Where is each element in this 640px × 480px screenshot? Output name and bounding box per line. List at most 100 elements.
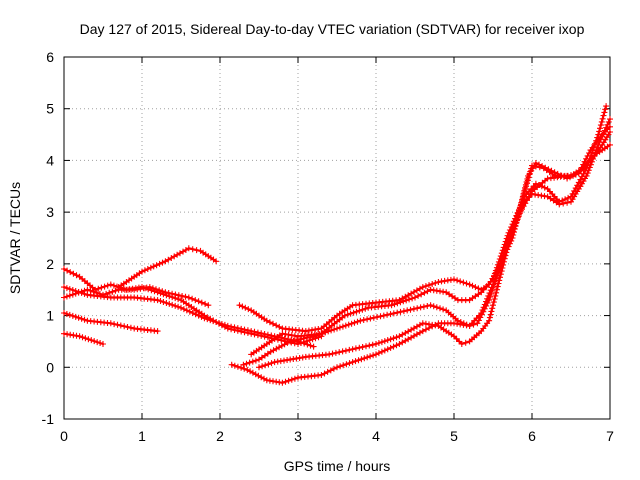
data-point [307,342,314,349]
data-point [384,337,391,344]
data-point [259,363,266,370]
data-point [73,332,80,339]
data-point [84,286,91,293]
data-point [422,283,429,290]
data-point [400,308,407,315]
data-point [258,374,265,381]
data-point [329,350,336,357]
data-point [100,341,106,347]
data-point [601,109,608,116]
data-point [258,330,265,337]
data-point [288,376,295,383]
data-point [492,292,499,299]
data-point [427,302,434,309]
data-point [541,184,548,191]
data-point [234,325,241,332]
data-point [334,364,340,371]
data-point [111,321,118,328]
series-line [117,247,218,289]
data-point [454,277,461,284]
data-point [521,189,528,196]
data-point [367,353,374,360]
series-track-c [61,284,212,309]
data-point [508,224,515,231]
data-point [75,289,82,296]
data-point [504,232,511,239]
data-point [213,319,220,325]
data-point [419,328,426,335]
data-point [355,357,362,364]
data-point [61,266,67,272]
data-point [193,247,200,254]
data-point [562,196,569,203]
data-point [430,303,437,310]
data-point [268,360,275,367]
data-point [207,317,214,324]
data-point [117,322,124,329]
data-point [261,331,268,337]
data-point [519,198,525,205]
data-point [560,200,567,207]
data-point [238,364,245,371]
data-point [607,116,613,123]
data-point [483,302,490,309]
data-point [216,320,222,326]
data-point [510,232,517,238]
data-point [339,323,346,330]
data-point [422,320,429,327]
data-point [494,261,501,268]
data-point [231,324,238,331]
data-point [81,287,88,294]
data-point [299,354,306,361]
data-point [238,325,245,332]
data-point [523,183,530,190]
data-point [153,286,159,293]
data-point [489,288,495,294]
data-point [327,367,334,374]
data-point [418,291,425,298]
data-point [466,322,473,329]
data-point [318,372,325,378]
data-point [224,322,231,329]
data-point [415,292,422,299]
data-point [597,122,604,129]
data-point [387,311,394,318]
data-point [103,290,110,297]
y-tick-label: -1 [42,411,55,427]
data-point [90,288,97,295]
data-point [162,289,169,296]
data-point [301,340,308,347]
data-point [243,360,250,367]
data-point [67,269,74,276]
data-point [348,320,355,327]
data-point [106,289,113,296]
data-point [359,306,366,313]
data-point [491,270,498,277]
data-point [79,334,86,341]
data-point [529,162,535,169]
data-point [364,354,371,361]
data-point [370,314,377,321]
data-point [378,348,385,355]
data-point [124,324,131,330]
series-track-f [61,330,106,347]
data-point [463,280,470,287]
data-point [466,281,473,288]
data-point [144,266,151,272]
data-point [490,285,496,291]
data-point [475,317,482,324]
data-point [228,323,235,330]
data-point [607,129,613,135]
data-point [390,343,397,350]
data-point [265,361,272,368]
data-point [487,311,494,318]
data-point [490,302,496,309]
data-point [556,198,563,205]
data-point [337,363,344,370]
data-point [472,284,479,291]
data-point [367,315,374,322]
data-point [270,320,276,327]
data-point [347,310,354,317]
data-point [377,313,384,320]
data-point [349,346,356,353]
